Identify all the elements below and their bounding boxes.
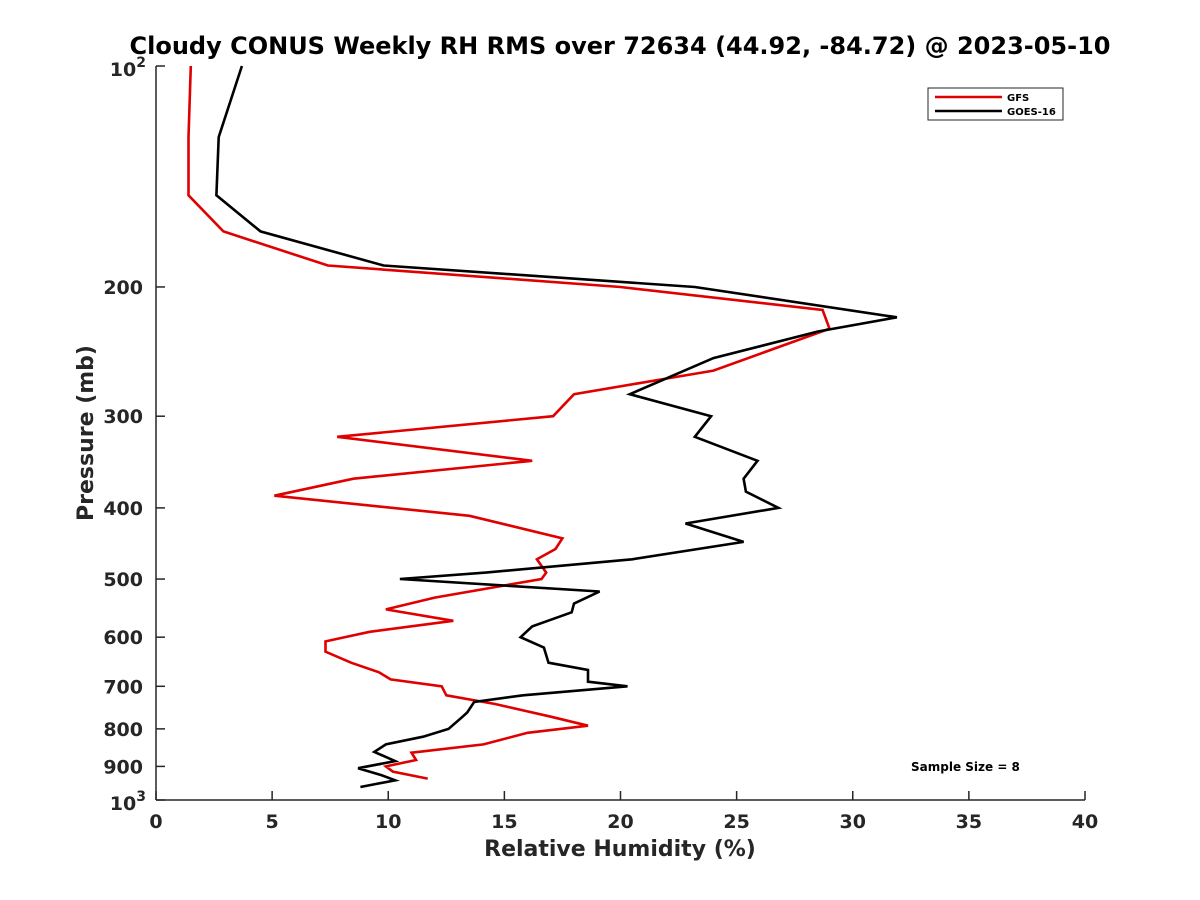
series-line-goes-16 <box>215 65 898 789</box>
legend: GFS GOES-16 <box>927 87 1064 121</box>
chart-title: Cloudy CONUS Weekly RH RMS over 72634 (4… <box>130 32 1111 60</box>
x-tick-label: 0 <box>149 811 162 833</box>
x-tick-label: 15 <box>491 811 517 833</box>
y-tick-label-power: 102 <box>110 55 146 81</box>
x-tick-label: 5 <box>266 811 279 833</box>
x-tick-label: 10 <box>375 811 401 833</box>
x-axis-ticks: 0 5 10 15 20 25 30 35 40 <box>149 791 1098 833</box>
legend-box <box>927 87 1064 121</box>
x-axis-label: Relative Humidity (%) <box>484 837 756 862</box>
legend-label-goes16: GOES-16 <box>1007 107 1056 118</box>
x-tick-label: 20 <box>607 811 633 833</box>
y-tick-label: 900 <box>103 756 143 778</box>
y-tick-label: 200 <box>103 277 143 299</box>
y-tick-label: 500 <box>103 569 143 591</box>
tick-exponent: 3 <box>136 789 146 805</box>
y-tick-label: 400 <box>103 498 143 520</box>
y-tick-label: 700 <box>103 676 143 698</box>
y-tick-label: 600 <box>103 627 143 649</box>
y-tick-label-power: 103 <box>110 789 146 815</box>
legend-label-gfs: GFS <box>1007 93 1029 104</box>
x-tick-label: 30 <box>840 811 866 833</box>
sample-size-annotation: Sample Size = 8 <box>911 760 1020 774</box>
series-layer <box>187 65 898 789</box>
x-tick-label: 40 <box>1072 811 1098 833</box>
y-tick-label: 300 <box>103 406 143 428</box>
tick-base: 10 <box>110 793 136 815</box>
y-axis-label: Pressure (mb) <box>74 345 99 521</box>
tick-base: 10 <box>110 59 136 81</box>
series-line-gfs <box>187 65 832 780</box>
y-tick-label: 800 <box>103 719 143 741</box>
x-tick-label: 35 <box>956 811 982 833</box>
tick-exponent: 2 <box>136 55 146 71</box>
x-tick-label: 25 <box>723 811 749 833</box>
